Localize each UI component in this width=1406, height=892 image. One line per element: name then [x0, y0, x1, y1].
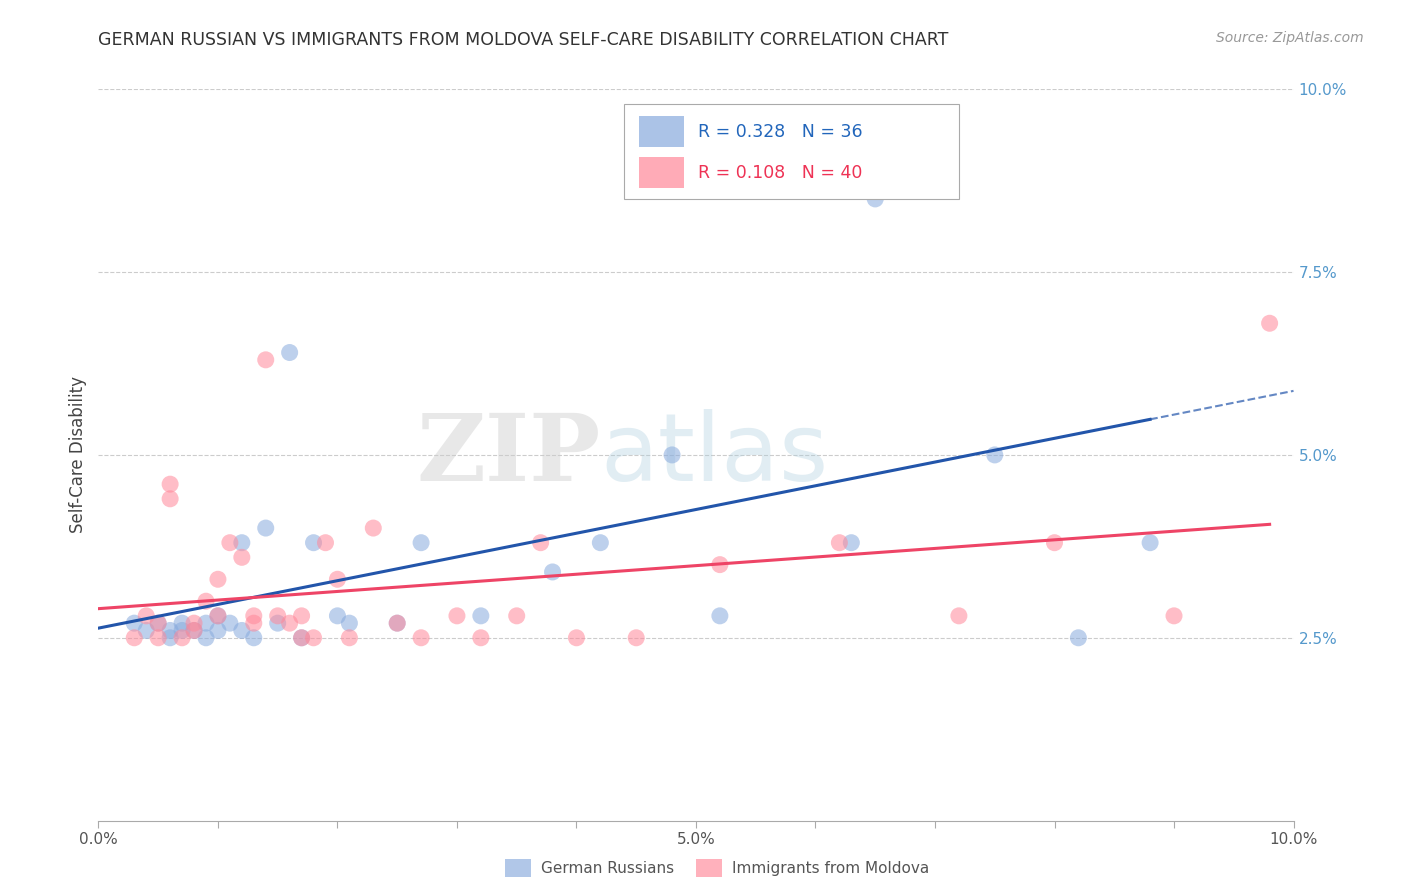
Point — [411, 535, 433, 549]
Point — [124, 616, 146, 631]
FancyBboxPatch shape — [624, 103, 959, 199]
Y-axis label: Self-Care Disability: Self-Care Disability — [69, 376, 87, 533]
Point — [339, 616, 360, 631]
Point — [135, 608, 157, 623]
Point — [385, 616, 409, 631]
Point — [124, 631, 146, 645]
Text: Source: ZipAtlas.com: Source: ZipAtlas.com — [1216, 31, 1364, 45]
Text: atlas: atlas — [600, 409, 828, 501]
Point — [661, 448, 683, 462]
Text: German Russians: German Russians — [540, 861, 673, 876]
Point — [291, 608, 314, 623]
Point — [183, 624, 205, 638]
Point — [183, 624, 205, 638]
Point — [159, 631, 181, 645]
Point — [159, 477, 181, 491]
Bar — [638, 157, 685, 188]
Point — [219, 616, 242, 631]
Point — [243, 616, 266, 631]
Point — [948, 608, 970, 623]
Point — [207, 624, 229, 638]
Point — [195, 616, 218, 631]
Point — [828, 535, 851, 549]
Point — [231, 550, 253, 565]
Point — [172, 631, 194, 645]
Point — [148, 616, 170, 631]
Text: R = 0.108   N = 40: R = 0.108 N = 40 — [699, 163, 863, 182]
Point — [339, 631, 360, 645]
Point — [709, 608, 731, 623]
Point — [243, 608, 266, 623]
Point — [148, 631, 170, 645]
Point — [302, 535, 325, 549]
Point — [1258, 316, 1281, 330]
Point — [326, 572, 349, 586]
Point — [278, 616, 301, 631]
Point — [278, 345, 301, 359]
Point — [315, 535, 337, 549]
Point — [841, 535, 863, 549]
Point — [385, 616, 409, 631]
Point — [984, 448, 1007, 462]
Point — [865, 192, 887, 206]
Point — [172, 624, 194, 638]
Point — [267, 616, 290, 631]
Point — [709, 558, 731, 572]
Point — [1067, 631, 1090, 645]
Point — [446, 608, 468, 623]
Point — [183, 616, 205, 631]
Point — [291, 631, 314, 645]
Text: ZIP: ZIP — [416, 410, 600, 500]
Point — [231, 624, 253, 638]
Point — [267, 608, 290, 623]
Text: Immigrants from Moldova: Immigrants from Moldova — [733, 861, 929, 876]
Point — [207, 572, 229, 586]
Point — [254, 521, 277, 535]
Point — [506, 608, 529, 623]
Point — [589, 535, 612, 549]
Bar — [696, 859, 723, 877]
Point — [231, 535, 253, 549]
Point — [1043, 535, 1066, 549]
Point — [195, 594, 218, 608]
Point — [148, 616, 170, 631]
Point — [529, 535, 551, 549]
Point — [1163, 608, 1185, 623]
Point — [326, 608, 349, 623]
Point — [1139, 535, 1161, 549]
Point — [135, 624, 157, 638]
Text: R = 0.328   N = 36: R = 0.328 N = 36 — [699, 122, 863, 141]
Point — [565, 631, 588, 645]
Point — [219, 535, 242, 549]
Point — [302, 631, 325, 645]
Point — [470, 631, 492, 645]
Point — [243, 631, 266, 645]
Point — [207, 608, 229, 623]
Point — [172, 616, 194, 631]
Point — [159, 624, 181, 638]
Point — [207, 608, 229, 623]
Bar — [638, 116, 685, 147]
Text: GERMAN RUSSIAN VS IMMIGRANTS FROM MOLDOVA SELF-CARE DISABILITY CORRELATION CHART: GERMAN RUSSIAN VS IMMIGRANTS FROM MOLDOV… — [98, 31, 949, 49]
Point — [541, 565, 564, 579]
Point — [254, 352, 277, 367]
Point — [159, 491, 181, 506]
Point — [626, 631, 648, 645]
Point — [470, 608, 492, 623]
Bar — [505, 859, 531, 877]
Point — [363, 521, 385, 535]
Point — [411, 631, 433, 645]
Point — [195, 631, 218, 645]
Point — [780, 119, 803, 133]
Point — [291, 631, 314, 645]
